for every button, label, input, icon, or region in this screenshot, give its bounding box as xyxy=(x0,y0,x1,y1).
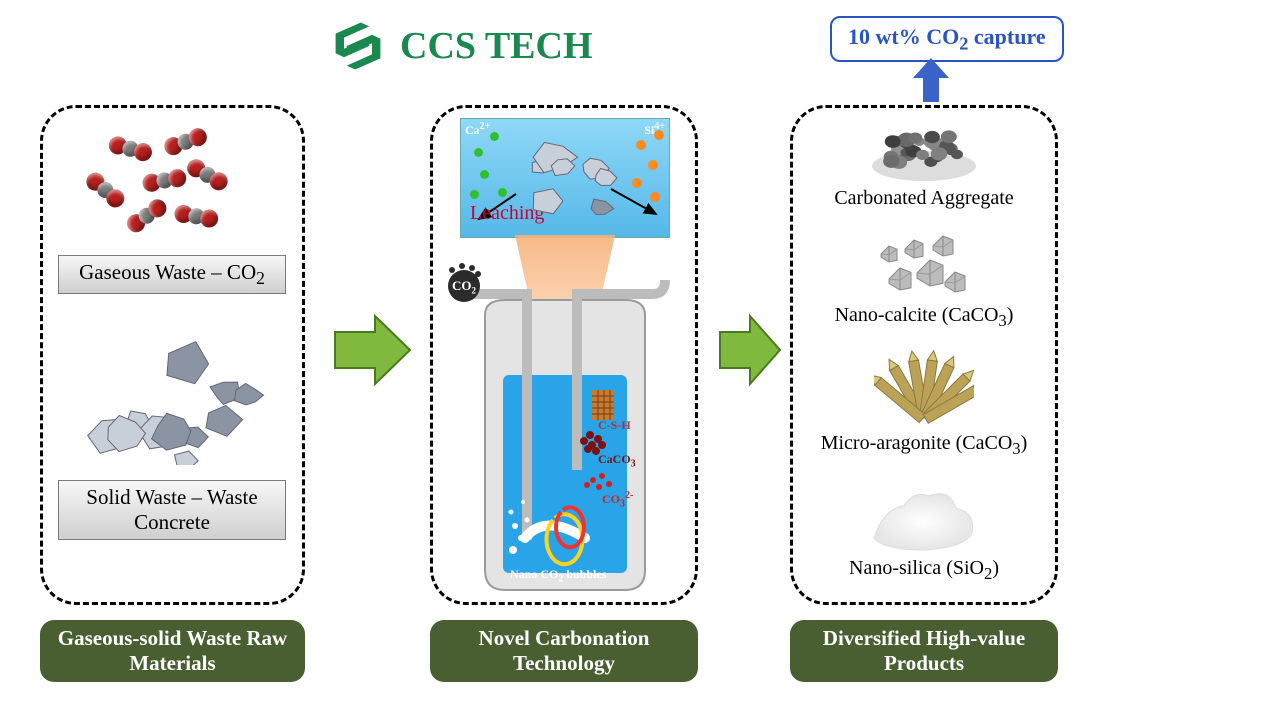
arrow-right-1-icon xyxy=(330,310,415,390)
brand-logo: CCS TECH xyxy=(330,18,593,74)
capture-text-suf: capture xyxy=(968,24,1045,49)
csh-label: C-S-H xyxy=(598,418,631,433)
product-silica-caption: Nano-silica (SiO2) xyxy=(790,557,1058,584)
panel-label-mid: Novel Carbonation Technology xyxy=(430,620,698,682)
capture-text-pre: 10 wt% CO xyxy=(848,24,959,49)
panel-label-left: Gaseous-solid Waste Raw Materials xyxy=(40,620,305,682)
co2-badge: CO2 xyxy=(442,258,486,309)
arrow-right-2-icon xyxy=(715,310,785,390)
reactor-vessel xyxy=(455,280,675,595)
label-gaseous-sub: 2 xyxy=(256,268,265,288)
co3-label: CO32- xyxy=(602,490,633,509)
arrow-up-icon xyxy=(911,56,951,106)
product-calcite-caption: Nano-calcite (CaCO3) xyxy=(790,304,1058,331)
product-aggregate-caption: Carbonated Aggregate xyxy=(790,187,1058,210)
brand-name: CCS TECH xyxy=(400,24,593,68)
nano-bubbles-label: Nano CO2 bubbles xyxy=(510,567,606,584)
product-aragonite-caption: Micro-aragonite (CaCO3) xyxy=(790,432,1058,459)
product-aggregate: Carbonated Aggregate xyxy=(790,118,1058,210)
co2-molecules-illustration xyxy=(95,128,255,248)
product-aragonite: Micro-aragonite (CaCO3) xyxy=(790,350,1058,459)
label-gaseous-waste: Gaseous Waste – CO2 xyxy=(58,255,286,294)
product-silica: Nano-silica (SiO2) xyxy=(790,478,1058,584)
caco3-label: CaCO3 xyxy=(598,452,636,469)
leach-rubble xyxy=(510,128,620,218)
panel-label-right: Diversified High-value Products xyxy=(790,620,1058,682)
label-solid-waste: Solid Waste – Waste Concrete xyxy=(58,480,286,540)
concrete-rubble-illustration xyxy=(85,335,265,465)
product-calcite: Nano-calcite (CaCO3) xyxy=(790,228,1058,331)
label-gaseous-pre: Gaseous Waste – CO xyxy=(79,260,256,284)
logo-icon xyxy=(330,18,386,74)
capture-sub: 2 xyxy=(959,33,968,53)
